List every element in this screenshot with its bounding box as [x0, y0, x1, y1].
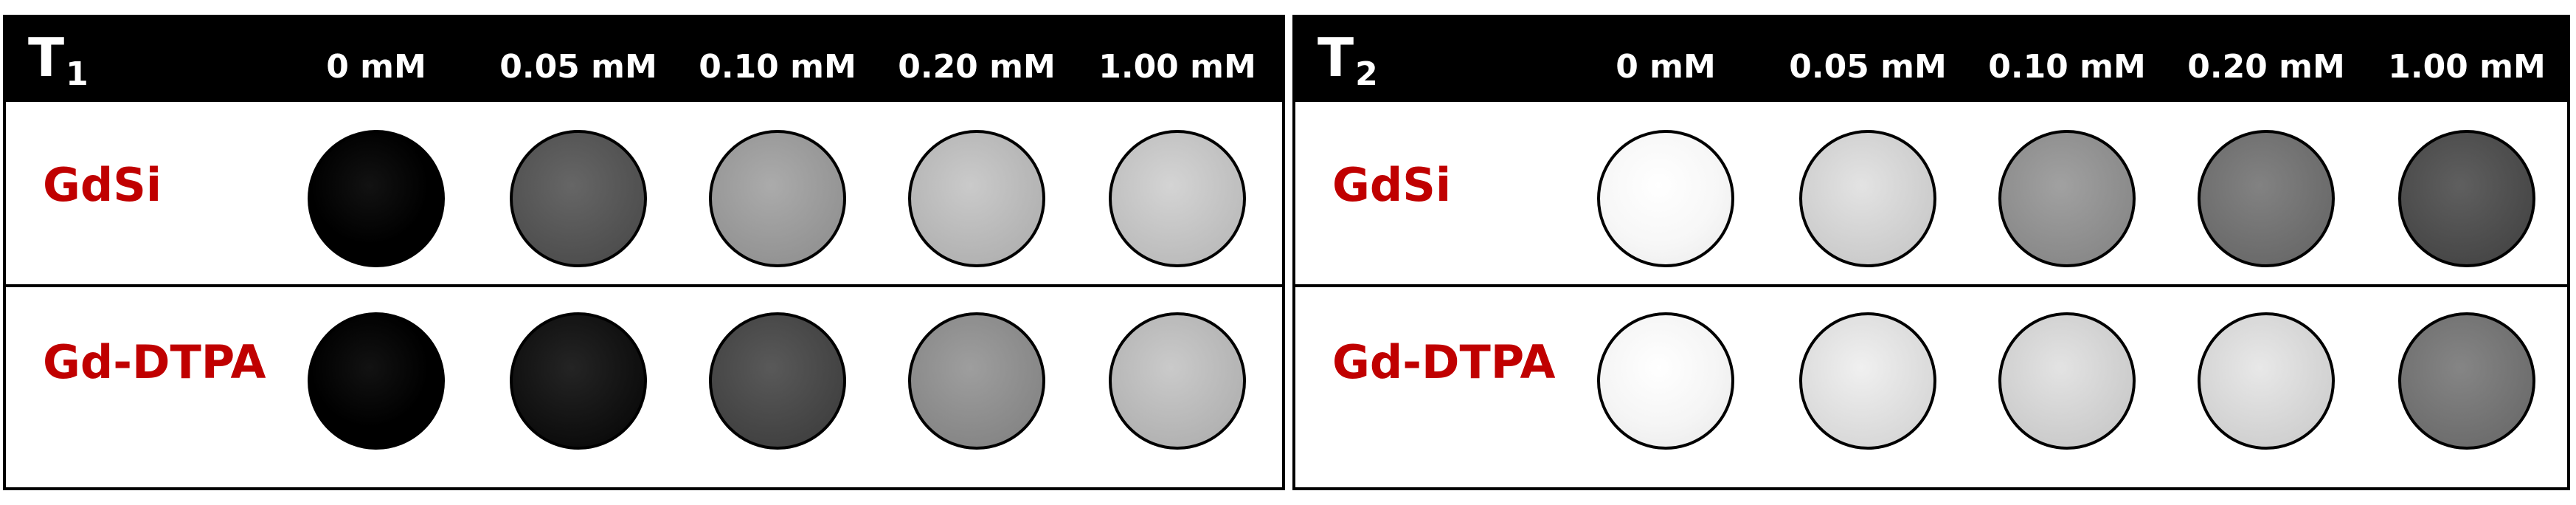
t2-gdsi-spot-0 — [1597, 130, 1734, 267]
t1-conc-1: 0.05 mM — [499, 48, 657, 86]
t1-gd-dtpa-spot-4 — [1109, 312, 1246, 450]
t1-gdsi-spot-4 — [1109, 130, 1246, 267]
t2-conc-4: 1.00 mM — [2388, 48, 2546, 86]
t2-gdsi-spot-4 — [2398, 130, 2535, 267]
t2-subscript: 2 — [1355, 55, 1378, 93]
t2-conc-0: 0 mM — [1616, 48, 1716, 86]
t1-title: T1 — [28, 27, 89, 93]
t2-gd-dtpa-spot-1 — [1799, 312, 1936, 450]
t2-gdsi-spot-2 — [1998, 130, 2136, 267]
t2-gd-dtpa-spot-4 — [2398, 312, 2535, 450]
t1-conc-0: 0 mM — [326, 48, 426, 86]
t1-panel: T1 0 mM 0.05 mM 0.10 mM 0.20 mM 1.00 mM … — [3, 15, 1285, 490]
t2-gdsi-spot-1 — [1799, 130, 1936, 267]
t1-conc-3: 0.20 mM — [898, 48, 1056, 86]
t1-gd-dtpa-spot-0 — [308, 312, 445, 450]
t2-row-label-gd-dtpa: Gd-DTPA — [1332, 335, 1556, 389]
t1-row-label-gd-dtpa: Gd-DTPA — [43, 335, 266, 389]
t1-conc-2: 0.10 mM — [699, 48, 856, 86]
t1-header-bar: T1 0 mM 0.05 mM 0.10 mM 0.20 mM 1.00 mM — [6, 18, 1282, 102]
t1-gd-dtpa-spot-1 — [510, 312, 647, 450]
t2-header-bar: T2 0 mM 0.05 mM 0.10 mM 0.20 mM 1.00 mM — [1295, 18, 2567, 102]
t1-gdsi-spot-0 — [308, 130, 445, 267]
t1-gdsi-spot-2 — [709, 130, 846, 267]
t1-subscript: 1 — [66, 55, 89, 93]
t1-gdsi-spot-3 — [908, 130, 1045, 267]
t2-gdsi-spot-3 — [2198, 130, 2335, 267]
t2-title: T2 — [1318, 27, 1378, 93]
t2-gd-dtpa-spot-3 — [2198, 312, 2335, 450]
t1-conc-4: 1.00 mM — [1098, 48, 1256, 86]
t2-gd-dtpa-spot-2 — [1998, 312, 2136, 450]
t1-row-label-gdsi: GdSi — [43, 158, 162, 212]
t2-conc-1: 0.05 mM — [1789, 48, 1947, 86]
t1-row-divider — [6, 284, 1282, 287]
t2-row-label-gdsi: GdSi — [1332, 158, 1452, 212]
t1-gd-dtpa-spot-3 — [908, 312, 1045, 450]
t2-row-divider — [1295, 284, 2567, 287]
t2-gd-dtpa-spot-0 — [1597, 312, 1734, 450]
t2-conc-2: 0.10 mM — [1988, 48, 2146, 86]
t1-gd-dtpa-spot-2 — [709, 312, 846, 450]
t2-conc-3: 0.20 mM — [2187, 48, 2345, 86]
t2-panel: T2 0 mM 0.05 mM 0.10 mM 0.20 mM 1.00 mM … — [1292, 15, 2570, 490]
t1-gdsi-spot-1 — [510, 130, 647, 267]
